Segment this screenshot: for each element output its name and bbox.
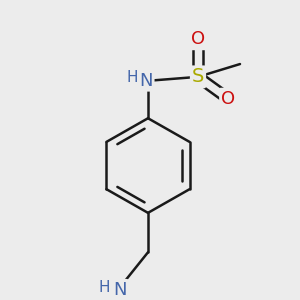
Text: O: O: [191, 30, 205, 48]
Text: N: N: [139, 72, 153, 90]
Text: H: H: [98, 280, 110, 295]
Text: S: S: [192, 68, 204, 86]
Text: H: H: [126, 70, 138, 85]
Text: N: N: [113, 281, 127, 299]
Text: O: O: [221, 89, 235, 107]
